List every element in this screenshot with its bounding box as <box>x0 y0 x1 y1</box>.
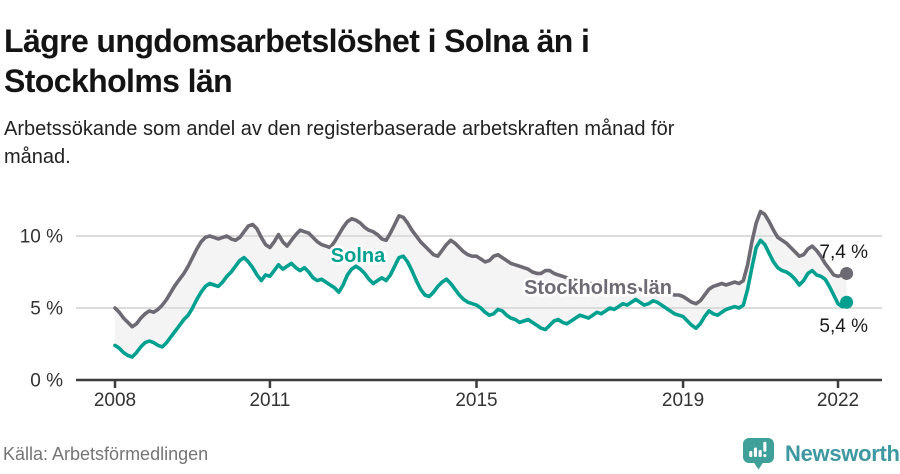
newsworthy-chart-bubble-icon <box>743 438 774 470</box>
svg-text:2008: 2008 <box>94 390 136 411</box>
svg-text:0 %: 0 % <box>30 371 63 392</box>
svg-text:2022: 2022 <box>817 390 859 411</box>
newsworthy-wordmark: Newsworthy <box>785 441 900 466</box>
page-title: Lägre ungdomsarbetslöshet i Solna än i S… <box>4 21 884 101</box>
svg-text:2019: 2019 <box>662 390 704 411</box>
newsworthy-logo: Newsworthy <box>742 437 900 471</box>
chart-canvas: 2008 2011 2015 2019 2022 0 % 5 % 10 % Solna Stock… <box>20 209 882 411</box>
svg-text:Stockholms län: Stockholms län <box>524 277 672 299</box>
svg-text:5 %: 5 % <box>30 299 63 320</box>
svg-text:Solna: Solna <box>331 245 386 267</box>
svg-text:5,4 %: 5,4 % <box>819 316 868 337</box>
svg-text:2011: 2011 <box>249 390 290 411</box>
svg-text:7,4 %: 7,4 % <box>819 242 868 263</box>
chart-subtitle: Arbetssökande som andel av den registerb… <box>4 118 675 168</box>
source-note: Källa: Arbetsförmedlingen <box>3 444 209 464</box>
svg-text:10 %: 10 % <box>20 227 63 248</box>
line-chart: 2008 2011 2015 2019 2022 0 % 5 % 10 % Solna Stock… <box>0 190 900 430</box>
title-line-1: Lägre ungdomsarbetslöshet i Solna än i <box>4 23 590 60</box>
svg-text:2015: 2015 <box>455 390 497 411</box>
title-line-2: Stockholms län <box>4 63 233 100</box>
